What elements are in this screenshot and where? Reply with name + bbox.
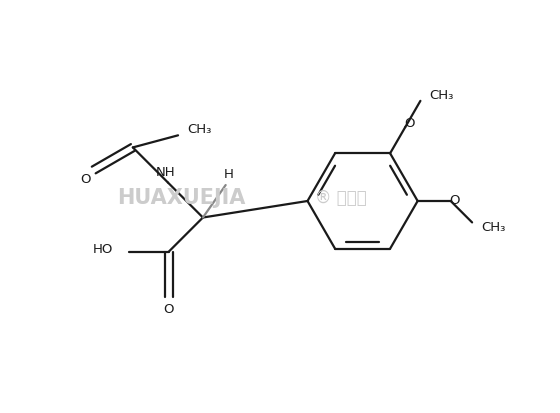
- Text: O: O: [80, 173, 91, 186]
- Text: CH₃: CH₃: [187, 123, 211, 136]
- Text: CH₃: CH₃: [429, 89, 454, 102]
- Text: H: H: [224, 168, 234, 180]
- Text: O: O: [404, 117, 414, 130]
- Text: ® 化学加: ® 化学加: [315, 189, 366, 207]
- Text: CH₃: CH₃: [481, 221, 505, 235]
- Text: NH: NH: [155, 166, 175, 179]
- Text: HO: HO: [93, 242, 114, 256]
- Text: HUAXUEJIA: HUAXUEJIA: [116, 188, 245, 208]
- Text: O: O: [449, 195, 460, 207]
- Text: O: O: [164, 303, 174, 316]
